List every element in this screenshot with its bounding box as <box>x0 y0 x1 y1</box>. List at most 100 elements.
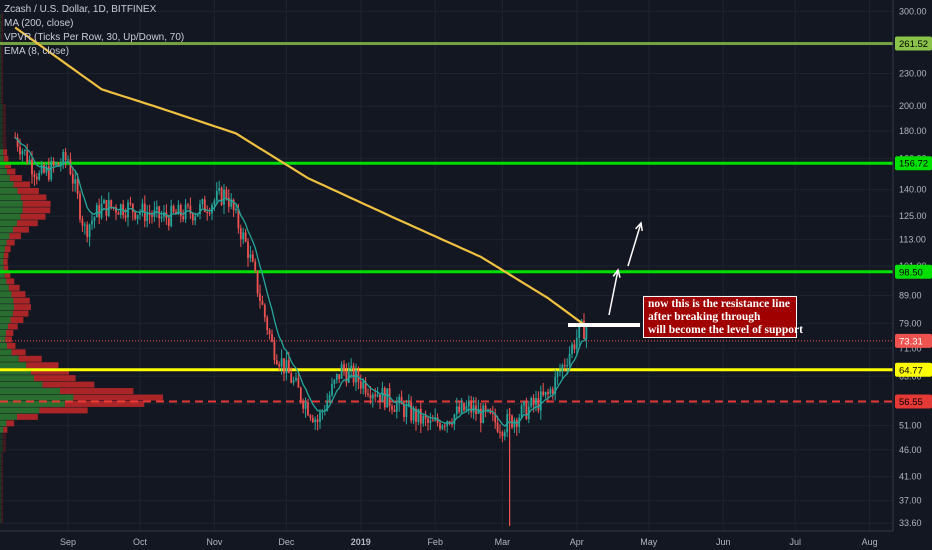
candle-body <box>283 358 285 374</box>
user-drawings[interactable] <box>568 221 643 327</box>
vp-bar-down <box>2 129 7 136</box>
candle-body <box>470 402 473 413</box>
candle-body <box>434 417 437 421</box>
candle-body <box>52 161 55 166</box>
candle-body <box>115 207 117 213</box>
candle-body <box>431 420 434 422</box>
vp-bar-down <box>3 426 8 433</box>
vp-bar-up <box>0 271 5 278</box>
ema-indicator-label[interactable]: EMA (8, close) <box>4 46 70 57</box>
candle-body <box>232 199 235 211</box>
vp-bar-down <box>1 504 3 511</box>
candle-body <box>275 360 278 365</box>
candle-body <box>295 377 297 381</box>
vp-bar-up <box>0 104 3 110</box>
candle-body <box>213 200 216 206</box>
candle-body <box>539 391 542 411</box>
vp-bar-down <box>9 175 22 181</box>
vp-bar-down <box>42 381 95 388</box>
candle-body <box>386 388 389 408</box>
candle-body <box>328 395 331 402</box>
candle-body <box>455 406 458 415</box>
vp-bar-down <box>6 342 16 349</box>
vp-bar-down <box>2 446 7 453</box>
candle-body <box>403 404 405 418</box>
candle-body <box>453 414 456 425</box>
up-arrow-1-head <box>612 268 621 278</box>
candle-body <box>69 159 72 175</box>
price-axis[interactable]: 300.00260.00230.00200.00180.00160.00140.… <box>892 0 932 550</box>
candle-body <box>16 137 19 147</box>
vp-bar-up <box>0 472 2 478</box>
time-axis[interactable]: Sep Oct Nov Dec 2019 Feb Mar Apr May Jun Jul Aug <box>0 530 893 547</box>
candle-body <box>494 413 497 423</box>
candle-body <box>62 152 65 165</box>
vp-bar-up <box>0 362 27 369</box>
vp-bar-down <box>39 407 88 414</box>
vp-bar-up <box>0 420 7 427</box>
annotation-line-3: will become the level of support <box>648 324 803 336</box>
candle-body <box>367 393 369 395</box>
vp-bar-down <box>4 271 11 278</box>
vp-bar-up <box>0 368 32 375</box>
vp-bar-down <box>22 207 51 214</box>
vp-bar-down <box>1 472 3 478</box>
candle-body <box>201 199 204 205</box>
candle-body <box>535 398 537 405</box>
horizontal-levels[interactable] <box>0 41 893 403</box>
candle-body <box>338 374 341 379</box>
candle-body <box>26 149 29 163</box>
candle-body <box>563 365 566 367</box>
vp-bar-down <box>1 65 3 72</box>
vp-bar-up <box>0 304 14 311</box>
vp-bar-up <box>0 342 7 349</box>
candle-body <box>225 189 228 198</box>
candle-body <box>551 389 554 394</box>
vp-bar-down <box>1 452 3 459</box>
candle-body <box>568 353 571 366</box>
level-price-tag <box>895 156 932 171</box>
vp-bar-down <box>1 20 3 27</box>
symbol-title[interactable]: Zcash / U.S. Dollar, 1D, BITFINEX <box>4 4 157 15</box>
vp-bar-down <box>17 187 39 194</box>
ma-indicator-label[interactable]: MA (200, close) <box>4 18 74 29</box>
vp-bar-up <box>0 187 18 194</box>
vp-bar-down <box>1 13 3 20</box>
candle-body <box>364 381 367 394</box>
vp-bar-up <box>0 194 21 201</box>
candle-body <box>496 422 499 432</box>
ma200-series <box>14 26 588 328</box>
candle-body <box>91 220 93 225</box>
vp-bar-down <box>2 104 7 110</box>
vp-bar-down <box>3 149 8 156</box>
vp-bar-up <box>0 258 4 265</box>
candle-body <box>215 190 218 201</box>
vp-bar-up <box>0 246 5 253</box>
vp-bar-up <box>0 375 35 382</box>
candle-body <box>124 215 127 218</box>
candle-body <box>465 406 468 411</box>
price-tick-label: 140.00 <box>899 185 927 195</box>
annotation-callout[interactable]: now this is the resistance line after br… <box>643 296 803 338</box>
candle-body <box>223 189 225 205</box>
price-tick-label: 113.00 <box>899 235 926 245</box>
candle-body <box>280 358 283 367</box>
vp-bar-up <box>0 213 21 220</box>
candle-body <box>479 408 482 423</box>
level-price-label: 56.55 <box>899 397 923 408</box>
candle-body <box>571 344 573 354</box>
candle-body <box>76 179 79 194</box>
vpvr-indicator-label[interactable]: VPVR (Ticks Per Row, 30, Up/Down, 70) <box>4 32 185 43</box>
candle-body <box>239 228 242 240</box>
price-tick-label: 37.00 <box>899 496 922 506</box>
up-arrow-2-head <box>635 221 643 232</box>
candle-body <box>350 365 353 370</box>
vp-bar-down <box>13 304 31 311</box>
candle-body <box>45 166 48 173</box>
candle-body <box>419 408 422 424</box>
candle-body <box>585 326 588 339</box>
time-tick-label: 2019 <box>351 537 371 547</box>
level-price-label: 156.72 <box>899 159 928 170</box>
vp-bar-down <box>1 45 3 52</box>
